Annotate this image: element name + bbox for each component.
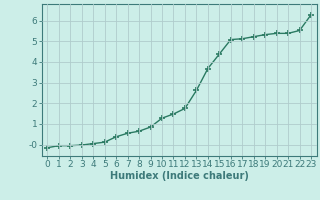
X-axis label: Humidex (Indice chaleur): Humidex (Indice chaleur) [110,171,249,181]
